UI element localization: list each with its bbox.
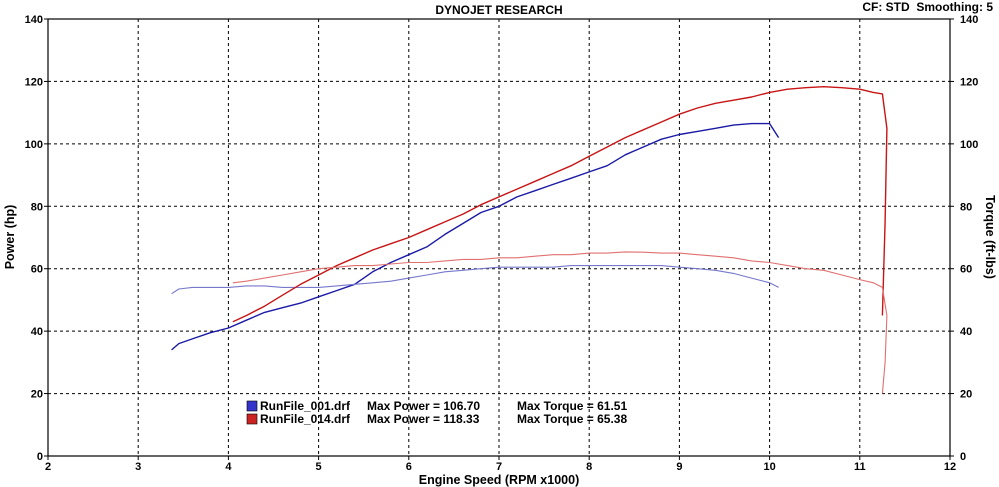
y-tick-label-left: 20 [31, 389, 43, 401]
y-tick-label-right: 140 [960, 14, 978, 26]
legend: RunFile_001.drf Max Power = 106.70 Max T… [246, 399, 627, 426]
x-tick-label: 8 [586, 461, 592, 473]
x-tick-label: 9 [676, 461, 682, 473]
x-tick-label: 12 [944, 461, 956, 473]
x-axis-label: Engine Speed (RPM x1000) [419, 473, 579, 487]
chart-title: DYNOJET RESEARCH [435, 3, 562, 17]
y-tick-label-right: 40 [960, 326, 972, 338]
settings-label: CF: STD Smoothing: 5 [862, 0, 993, 14]
x-tick-label: 6 [406, 461, 412, 473]
x-tick-label: 11 [854, 461, 866, 473]
x-tick-label: 7 [496, 461, 502, 473]
legend-file-run2: RunFile_014.drf [260, 412, 351, 426]
x-tick-label: 2 [45, 461, 51, 473]
series-line-run1-power [171, 122, 780, 351]
y-tick-label-left: 60 [31, 264, 43, 276]
y-axis-label-left: Power (hp) [3, 205, 17, 270]
y-tick-label-right: 100 [960, 139, 978, 151]
legend-max-power-run1: Max Power = 106.70 [367, 399, 480, 413]
x-tick-label: 4 [225, 461, 232, 473]
x-tick-label: 10 [763, 461, 775, 473]
x-tick-label: 5 [316, 461, 322, 473]
legend-max-torque-run1: Max Torque = 61.51 [517, 399, 627, 413]
legend-swatch-run1 [246, 400, 258, 412]
y-tick-label-left: 120 [25, 76, 43, 88]
series-group [171, 85, 888, 394]
series-line-run1-torque [171, 265, 779, 295]
y-tick-label-left: 100 [25, 139, 43, 151]
y-tick-label-left: 140 [25, 14, 43, 26]
y-tick-label-left: 0 [37, 451, 43, 463]
series-line-run2-torque [232, 251, 888, 394]
y-tick-label-right: 80 [960, 201, 972, 213]
y-tick-label-right: 120 [960, 76, 978, 88]
y-tick-label-left: 80 [31, 201, 43, 213]
series-line-run2-power [232, 85, 888, 323]
legend-max-torque-run2: Max Torque = 65.38 [517, 412, 627, 426]
legend-max-power-run2: Max Power = 118.33 [367, 412, 480, 426]
y-tick-label-right: 0 [960, 451, 966, 463]
y-tick-label-right: 20 [960, 389, 972, 401]
legend-swatch-run2 [246, 413, 258, 425]
y-axis-label-right: Torque (ft-lbs) [983, 195, 997, 279]
y-tick-label-left: 40 [31, 326, 43, 338]
x-tick-label: 3 [135, 461, 141, 473]
gridlines [48, 19, 950, 456]
legend-file-run1: RunFile_001.drf [260, 399, 351, 413]
y-tick-label-right: 60 [960, 264, 972, 276]
